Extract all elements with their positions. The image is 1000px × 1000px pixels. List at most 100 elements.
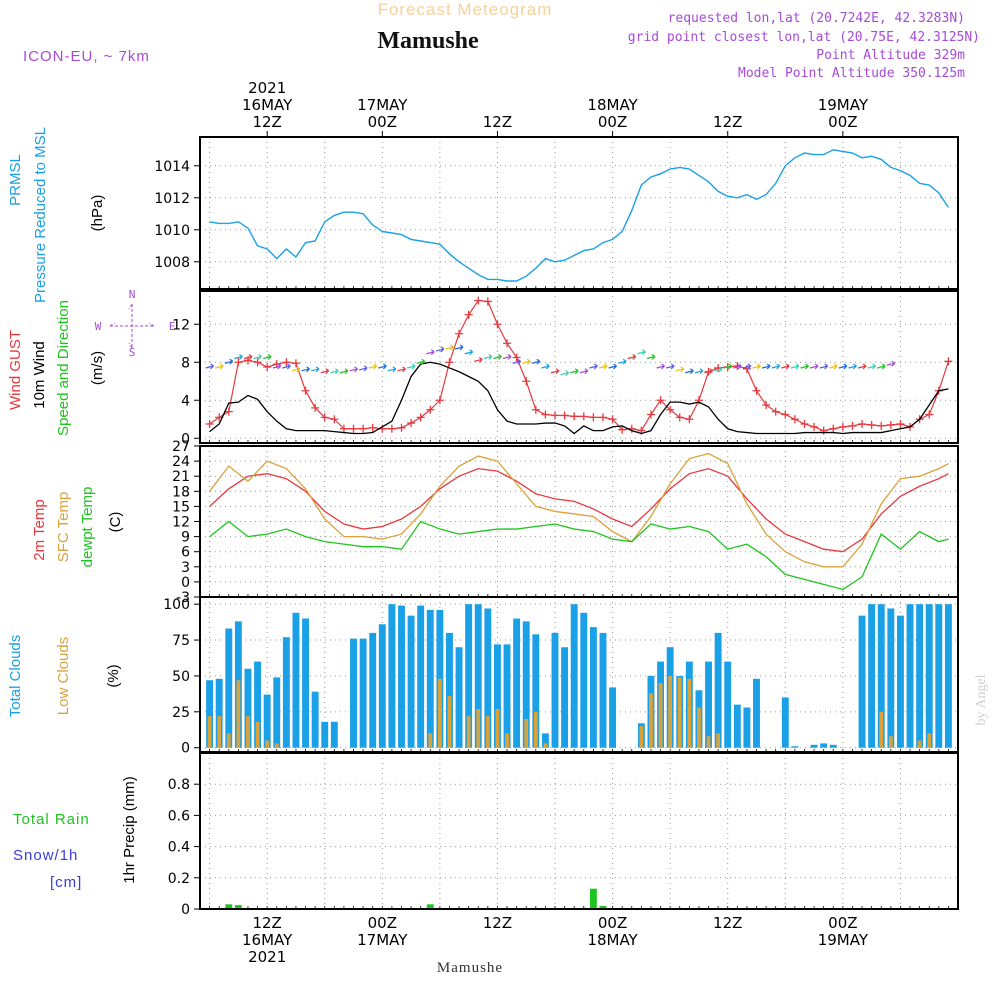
- wind-direction-arrow: [656, 363, 665, 370]
- wind-direction-arrow: [790, 363, 800, 370]
- y-tick-label: 21: [172, 469, 190, 485]
- total-cloud-bar: [407, 615, 415, 748]
- gust-marker: [474, 296, 483, 305]
- total-cloud-bar: [302, 618, 309, 748]
- gust-marker: [771, 407, 780, 416]
- sfc-temp-line: [209, 452, 949, 568]
- total-cloud-bar: [935, 604, 943, 748]
- gust-marker: [752, 386, 761, 395]
- low-cloud-bar: [524, 718, 529, 748]
- total-cloud-bar: [350, 638, 357, 748]
- gust-marker: [253, 358, 262, 367]
- model-label: ICON-EU, ~ 7km: [23, 48, 150, 65]
- wind-speed-dir-label: Speed and Direction: [55, 300, 72, 436]
- gust-marker: [819, 426, 828, 435]
- wind-direction-arrow: [464, 349, 474, 356]
- low-cloud-bar: [485, 716, 490, 748]
- total-cloud-bar: [589, 627, 597, 748]
- wind-direction-arrow: [704, 368, 713, 375]
- wind-direction-arrow: [483, 354, 493, 360]
- low-cloud-bar: [687, 678, 692, 748]
- y-tick-label: 50: [172, 669, 190, 685]
- dewpt-line: [209, 520, 949, 591]
- total-cloud-bar: [551, 632, 559, 748]
- top-time-label: 00Z: [828, 113, 857, 131]
- gust-marker: [810, 422, 819, 431]
- total-cloud-bar: [705, 661, 712, 748]
- gust-marker: [483, 297, 492, 306]
- top-time-label: 18MAY: [587, 96, 638, 114]
- y-tick-label: 0: [181, 431, 190, 447]
- total-cloud-bar: [580, 612, 588, 748]
- y-tick-label: -3: [176, 590, 190, 606]
- gust-marker: [512, 353, 521, 362]
- gust-marker: [387, 424, 396, 433]
- wind-direction-arrow: [550, 368, 560, 375]
- y-tick-label: 6: [181, 545, 190, 561]
- gust-marker: [426, 405, 435, 414]
- total-cloud-bar: [465, 604, 473, 748]
- y-tick-label: 12: [172, 317, 190, 333]
- gust-marker: [407, 419, 416, 428]
- wind-direction-arrow: [685, 368, 694, 375]
- wind-direction-arrow: [454, 344, 464, 351]
- total-cloud-bar: [781, 697, 789, 748]
- low-cloud-bar: [649, 693, 653, 748]
- total-cloud-bar: [426, 609, 434, 748]
- panel-frame: [199, 752, 959, 910]
- y-tick-label: 0.6: [168, 808, 190, 824]
- panel-bg: [200, 446, 958, 597]
- total-cloud-bar: [369, 632, 377, 748]
- wind-gust-label: Wind GUST: [7, 330, 24, 410]
- wind-direction-arrow: [877, 363, 886, 370]
- total-cloud-bar: [877, 604, 885, 748]
- ms-label: (m/s): [89, 351, 106, 385]
- bottom-time-label: 12Z: [713, 914, 742, 932]
- total-cloud-bar: [311, 691, 319, 748]
- wind-direction-arrow: [838, 363, 848, 370]
- wind-direction-arrow: [416, 358, 426, 365]
- wind-direction-arrow: [282, 363, 291, 370]
- rain-bar: [599, 905, 607, 909]
- gust-marker: [800, 420, 809, 428]
- wind-direction-arrow: [713, 366, 723, 373]
- total-cloud-bar: [263, 694, 271, 748]
- total-cloud-bar: [398, 605, 405, 748]
- wind-direction-arrow: [330, 368, 339, 375]
- gust-marker: [848, 421, 857, 430]
- total-cloud-bar: [541, 733, 549, 748]
- y-tick-label: 18: [172, 484, 190, 500]
- compass-n: N: [129, 288, 136, 301]
- gust-marker: [618, 425, 627, 434]
- total-cloud-bar: [446, 632, 453, 748]
- wind-direction-arrow: [598, 363, 608, 370]
- gust-marker: [503, 339, 512, 348]
- total-cloud-bar: [733, 704, 741, 748]
- top-time-label: 12Z: [713, 113, 742, 131]
- wind-direction-arrow: [368, 363, 378, 370]
- top-time-label: 17MAY: [357, 96, 408, 114]
- panel-clouds: 0 25 50 75 100: [163, 596, 959, 757]
- total-cloud-bar: [609, 687, 617, 748]
- y-tick-label: 0: [181, 741, 190, 757]
- wind-direction-arrow: [387, 366, 397, 373]
- low-cloud-bar: [217, 716, 222, 748]
- low-cloud-bar: [677, 677, 682, 748]
- gust-marker: [925, 410, 934, 419]
- y-tick-label: 0: [181, 575, 190, 591]
- total-cloud-bar: [484, 608, 492, 748]
- low-cloud-bar: [658, 683, 663, 748]
- gust-marker: [359, 424, 368, 433]
- total-cloud-bar: [388, 604, 396, 748]
- panel-bg: [200, 753, 958, 909]
- wind-direction-arrow: [301, 366, 310, 373]
- top-time-label: 16MAY: [242, 96, 293, 114]
- pressure-line: [209, 149, 949, 282]
- gust-marker: [646, 410, 655, 419]
- y-tick-label: 0.8: [168, 777, 190, 793]
- gust-marker: [886, 420, 895, 429]
- wind-direction-arrow: [618, 358, 627, 365]
- wind-direction-arrow: [848, 363, 857, 370]
- low-cloud-bar: [466, 716, 471, 748]
